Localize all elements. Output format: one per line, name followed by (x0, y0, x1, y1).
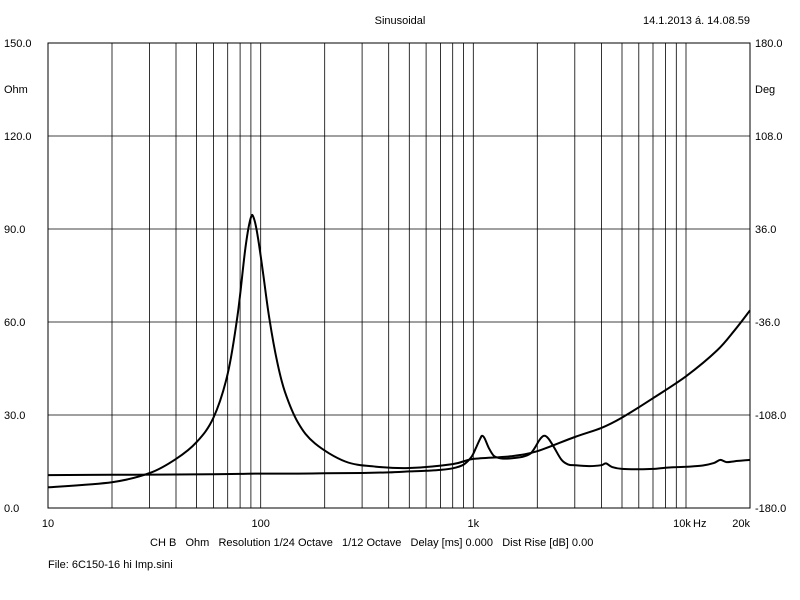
x-tick-label: 20k (732, 518, 750, 530)
left-tick-label: 90.0 (4, 224, 25, 236)
timestamp: 14.1.2013 á. 14.08.59 (643, 15, 750, 27)
plot-frame (47, 42, 751, 509)
left-axis-ticks: 0.0 30.0 60.0 90.0 120.0 150.0 (4, 38, 32, 515)
x-axis-ticks: 10 100 1k 10k 20k (42, 518, 751, 530)
x-tick-label: 1k (467, 518, 479, 530)
right-axis-unit: Deg (755, 84, 775, 96)
x-tick-label: 100 (252, 518, 270, 530)
x-tick-label: 10 (42, 518, 54, 530)
left-tick-label: 120.0 (4, 131, 32, 143)
left-tick-label: 30.0 (4, 410, 25, 422)
right-axis-ticks: -180.0 -108.0 -36.0 36.0 108.0 180.0 (755, 38, 786, 515)
footer-delay: Delay [ms] 0.000 (410, 537, 494, 549)
right-tick-label: -108.0 (755, 410, 786, 422)
right-tick-label: -36.0 (755, 317, 780, 329)
footer-dist-rise: Dist Rise [dB] 0.00 (502, 537, 594, 549)
right-tick-label: -180.0 (755, 503, 786, 515)
footer-unit: Ohm (185, 537, 210, 549)
right-tick-label: 36.0 (755, 224, 776, 236)
x-tick-label: 10k (673, 518, 691, 530)
series-layer (47, 213, 751, 489)
footer-resolution: Resolution 1/24 Octave (218, 537, 333, 549)
right-tick-label: 108.0 (755, 131, 783, 143)
footer-channel: CH B (150, 537, 177, 549)
left-tick-label: 150.0 (4, 38, 32, 50)
right-tick-label: 180.0 (755, 38, 783, 50)
footer-smoothing: 1/12 Octave (342, 537, 402, 549)
grid-lines (48, 42, 750, 509)
impedance-curve (47, 434, 751, 477)
x-axis-unit: Hz (693, 518, 706, 530)
footer-file: File: 6C150-16 hi Imp.sini (48, 559, 173, 571)
left-axis-unit: Ohm (4, 84, 28, 96)
chart-title: Sinusoidal (375, 15, 426, 27)
left-tick-label: 0.0 (4, 503, 19, 515)
footer-settings: CH B Ohm Resolution 1/24 Octave 1/12 Oct… (150, 537, 593, 549)
phase-curve (47, 213, 751, 489)
left-tick-label: 60.0 (4, 317, 25, 329)
